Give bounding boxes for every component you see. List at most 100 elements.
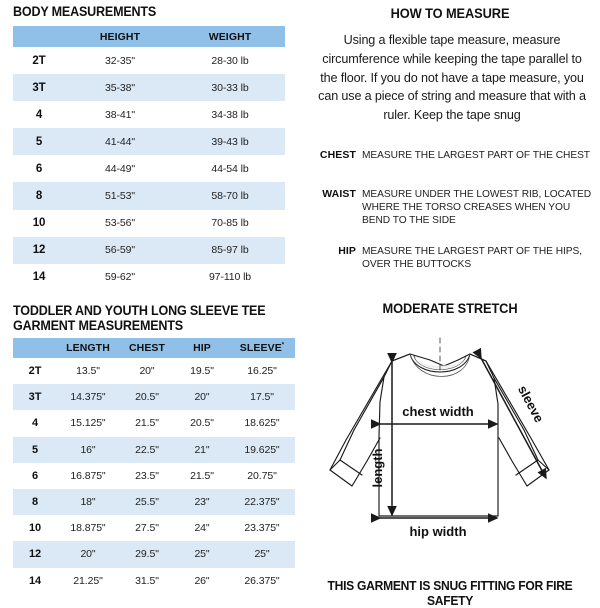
cell-hip: 19.5" [190,365,214,378]
table-row: 4 15.125" 21.5" 20.5" 18.625" [13,410,295,436]
left-cuff-edge [329,459,341,471]
cell-weight: 28-30 lb [211,54,249,67]
table-row: 2T 13.5" 20" 19.5" 16.25" [13,358,295,384]
cell-length: 18" [57,488,119,516]
cell-height: 32-35" [105,54,135,67]
collar-band [409,353,471,377]
cell-weight: 85-97 lb [175,236,285,264]
cell-size: 4 [35,108,43,121]
table-header-row: HEIGHT WEIGHT [13,26,285,47]
right-shoulder-seam [469,353,487,362]
column-header-weight: WEIGHT [175,26,285,47]
measure-item-waist: WAIST MEASURE UNDER THE LOWEST RIB, LOCA… [306,188,600,228]
table-row: 3T 14.375" 20.5" 20" 17.5" [13,384,295,411]
table-row: 14 21.25" 31.5" 26" 26.375" [13,568,295,594]
measure-label-chest: CHEST [319,149,356,161]
cell-chest: 20" [139,365,155,378]
table-header-row: LENGTH CHEST HIP SLEEVE* [13,338,295,358]
cell-weight: 39-43 lb [175,128,285,156]
garment-measurements-title: TODDLER AND YOUTH LONG SLEEVE TEE GARMEN… [13,303,266,333]
sleeve-footnote-marker: * [281,342,285,349]
body-measurements-title: BODY MEASUREMENTS [13,4,157,19]
right-cuff [515,459,539,476]
cell-chest: 25.5" [119,488,175,516]
column-header-chest: CHEST [119,338,175,358]
cell-hip: 20" [175,384,229,411]
cell-chest: 29.5" [119,541,175,568]
cell-length: 13.5" [76,365,100,378]
cell-weight: 58-70 lb [175,182,285,210]
torso-outline [378,353,499,517]
cell-length: 21.25" [73,574,103,587]
table-row: 12 56-59" 85-97 lb [13,236,285,264]
table-row: 4 38-41" 34-38 lb [13,101,285,128]
cell-size: 8 [13,488,57,516]
cell-sleeve: 23.375" [244,522,280,535]
table-row: 5 41-44" 39-43 lb [13,128,285,156]
left-cuff [339,459,363,476]
left-shoulder-seam [391,353,411,362]
cell-size: 12 [13,541,57,568]
cell-sleeve: 26.375" [244,574,280,587]
column-header-height: HEIGHT [65,26,175,47]
measure-label-hip: HIP [338,245,356,257]
cell-chest: 22.5" [119,436,175,463]
garment-diagram: chest width hip width length sleeve [329,337,550,539]
body-measurements-table: HEIGHT WEIGHT 2T 32-35" 28-30 lb 3T 35-3… [13,26,285,291]
cell-chest: 27.5" [135,522,159,535]
cell-hip: 26" [194,574,210,587]
cell-size: 6 [35,162,43,175]
hip-width-label: hip width [409,524,466,539]
column-header-length: LENGTH [57,338,119,358]
table-row: 6 16.875" 23.5" 21.5" 20.75" [13,463,295,489]
table-row: 2T 32-35" 28-30 lb [13,47,285,74]
cell-height: 59-62" [105,271,135,284]
column-header-size [13,338,57,358]
measure-item-chest: CHEST MEASURE THE LARGEST PART OF THE CH… [306,149,600,162]
cell-height: 56-59" [65,236,175,264]
length-label: length [370,448,385,487]
how-to-measure-intro: Using a flexible tape measure, measure c… [318,32,586,123]
measure-desc-waist: MEASURE UNDER THE LOWEST RIB, LOCATED WH… [362,189,592,227]
cell-chest: 21.5" [135,417,159,430]
cell-hip: 21.5" [190,469,214,482]
cell-size: 5 [13,128,65,156]
garment-measurements-table: LENGTH CHEST HIP SLEEVE* 2T 13.5" 20" 19… [13,338,295,594]
cell-hip: 23" [175,488,229,516]
cell-weight: 70-85 lb [211,217,249,230]
table-row: 5 16" 22.5" 21" 19.625" [13,436,295,463]
cell-length: 20" [57,541,119,568]
cell-size: 14 [28,574,42,587]
cell-sleeve: 25" [229,541,295,568]
table-row: 10 18.875" 27.5" 24" 23.375" [13,515,295,541]
cell-size: 3T [13,384,57,411]
cell-size: 2T [32,54,46,67]
cell-length: 14.375" [57,384,119,411]
cell-sleeve: 20.75" [247,469,277,482]
table-row: 8 18" 25.5" 23" 22.375" [13,488,295,516]
cell-size: 10 [32,217,46,230]
cell-height: 41-44" [65,128,175,156]
cell-size: 8 [13,182,65,210]
table-row: 10 53-56" 70-85 lb [13,210,285,237]
cell-length: 16" [57,436,119,463]
cell-hip: 20.5" [190,417,214,430]
cell-size: 5 [13,436,57,463]
cell-size: 14 [32,271,46,284]
table-row: 3T 35-38" 30-33 lb [13,74,285,102]
cell-sleeve: 17.5" [229,384,295,411]
table-row: 12 20" 29.5" 25" 25" [13,541,295,568]
cell-length: 18.875" [70,522,106,535]
cell-height: 44-49" [105,162,135,175]
cell-sleeve: 19.625" [229,436,295,463]
cell-weight: 44-54 lb [211,162,249,175]
measure-item-hip: HIP MEASURE THE LARGEST PART OF THE HIPS… [306,245,600,271]
table-row: 6 44-49" 44-54 lb [13,155,285,182]
cell-sleeve: 16.25" [247,365,277,378]
measure-desc-hip: MEASURE THE LARGEST PART OF THE HIPS, OV… [362,246,583,271]
cell-weight: 34-38 lb [211,108,249,121]
cell-chest: 31.5" [135,574,159,587]
column-header-sleeve: SLEEVE* [229,338,295,358]
cell-weight: 97-110 lb [208,271,252,284]
